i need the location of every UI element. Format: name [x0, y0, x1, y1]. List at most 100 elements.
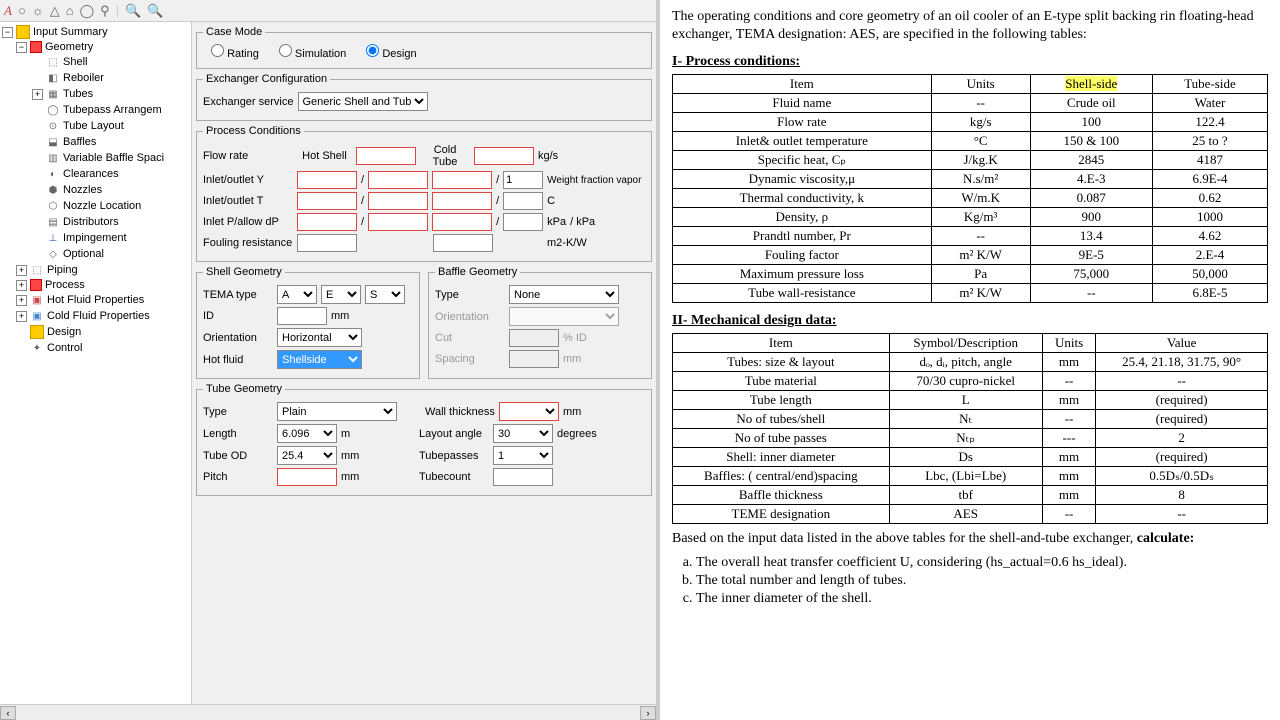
tema-s[interactable]: S	[365, 285, 405, 304]
fouling-1[interactable]	[297, 234, 357, 252]
tool-home-icon[interactable]: ⌂	[66, 3, 74, 18]
pitch-label: Pitch	[203, 471, 273, 483]
casemode-group: Case Mode Rating Simulation Design	[196, 26, 652, 69]
bcut-label: Cut	[435, 332, 505, 344]
inletT-4[interactable]	[503, 192, 543, 210]
rating-radio[interactable]: Rating	[211, 44, 259, 60]
inletP-1[interactable]	[297, 213, 357, 231]
tree-hotfluid[interactable]: +▣Hot Fluid Properties	[0, 292, 191, 308]
inletY-2[interactable]	[368, 171, 428, 189]
len-select[interactable]: 6.096	[277, 424, 337, 443]
tc-input[interactable]	[493, 468, 553, 486]
tree-layout[interactable]: ⊙Tube Layout	[0, 118, 191, 134]
exconfig-legend: Exchanger Configuration	[203, 73, 330, 85]
pitch-input[interactable]	[277, 468, 337, 486]
tubegeo-group: Tube Geometry Type Plain Wall thickness …	[196, 383, 652, 496]
tree-optional[interactable]: ◇Optional	[0, 246, 191, 262]
borient-label: Orientation	[435, 311, 505, 323]
mech-table: ItemSymbol/DescriptionUnitsValue Tubes: …	[672, 333, 1268, 524]
tree-distributors[interactable]: ▤Distributors	[0, 214, 191, 230]
casemode-legend: Case Mode	[203, 26, 265, 38]
inletP-4[interactable]	[503, 213, 543, 231]
ttype-select[interactable]: Plain	[277, 402, 397, 421]
od-select[interactable]: 25.4	[277, 446, 337, 465]
tree-baffles[interactable]: ⬓Baffles	[0, 134, 191, 150]
wall-select[interactable]	[499, 402, 559, 421]
tema-label: TEMA type	[203, 289, 273, 301]
id-input[interactable]	[277, 307, 327, 325]
tc-label: Tubecount	[419, 471, 489, 483]
tool-link-icon[interactable]: ⚲	[100, 3, 110, 19]
tree-nozzleloc[interactable]: ⬡Nozzle Location	[0, 198, 191, 214]
tree-control[interactable]: ✦Control	[0, 340, 191, 356]
inletP-3[interactable]	[432, 213, 492, 231]
inletT-2[interactable]	[368, 192, 428, 210]
tema-e[interactable]: E	[321, 285, 361, 304]
tubegeo-legend: Tube Geometry	[203, 383, 285, 395]
orient-select[interactable]: Horizontal	[277, 328, 362, 347]
tree-impingement[interactable]: ⊥Impingement	[0, 230, 191, 246]
intro-text: The operating conditions and core geomet…	[672, 8, 1268, 44]
inletT-label: Inlet/outlet T	[203, 195, 293, 207]
hotfluid-label: Hot fluid	[203, 354, 273, 366]
tree-tubepass[interactable]: ◯Tubepass Arrangem	[0, 102, 191, 118]
tree-tubes[interactable]: +▦Tubes	[0, 86, 191, 102]
inletY-4[interactable]	[503, 171, 543, 189]
inletY-1[interactable]	[297, 171, 357, 189]
form-panel: Case Mode Rating Simulation Design Excha…	[192, 22, 656, 704]
kpa2-unit: / kPa	[570, 216, 595, 228]
exconfig-group: Exchanger Configuration Exchanger servic…	[196, 73, 652, 121]
hotfluid-select[interactable]: Shellside	[277, 350, 362, 369]
tree-varbaffle[interactable]: ▥Variable Baffle Spaci	[0, 150, 191, 166]
tool-circ-icon[interactable]: ◯	[80, 3, 95, 19]
flowrate-hot-input[interactable]	[356, 147, 416, 165]
inletY-3[interactable]	[432, 171, 492, 189]
design-radio[interactable]: Design	[366, 44, 416, 60]
h-scrollbar[interactable]: ‹›	[0, 704, 656, 720]
tree-panel: −Input Summary −Geometry ⬚Shell ◧Reboile…	[0, 22, 192, 704]
tree-clearances[interactable]: ◐Clearances	[0, 166, 191, 182]
questions: The overall heat transfer coefficient U,…	[696, 555, 1268, 607]
inletP-label: Inlet P/allow dP	[203, 216, 293, 228]
tool-sun-icon[interactable]: ☼	[32, 3, 44, 18]
tree-coldfluid[interactable]: +▣Cold Fluid Properties	[0, 308, 191, 324]
tree-geometry[interactable]: −Geometry	[0, 40, 191, 54]
btype-label: Type	[435, 289, 505, 301]
tool-a-icon[interactable]: A	[4, 3, 12, 19]
shellgeo-group: Shell Geometry TEMA type A E S ID mm Ori…	[196, 266, 420, 379]
tp-select[interactable]: 1	[493, 446, 553, 465]
fouling-label: Fouling resistance	[203, 237, 293, 249]
h1: I- Process conditions	[672, 54, 795, 69]
id-label: ID	[203, 310, 273, 322]
process-table: ItemUnitsShell-sideTube-side Fluid name-…	[672, 74, 1268, 303]
tree-design[interactable]: Design	[0, 324, 191, 340]
inletY-label: Inlet/outlet Y	[203, 174, 293, 186]
service-select[interactable]: Generic Shell and Tube	[298, 92, 428, 111]
wall-label: Wall thickness	[425, 406, 495, 418]
tree-reboiler[interactable]: ◧Reboiler	[0, 70, 191, 86]
flowrate-label: Flow rate	[203, 150, 293, 162]
inletT-3[interactable]	[432, 192, 492, 210]
tree-shell[interactable]: ⬚Shell	[0, 54, 191, 70]
tool-zoomin-icon[interactable]: 🔍	[125, 3, 141, 19]
bafflegeo-group: Baffle Geometry Type None Orientation Cu…	[428, 266, 652, 379]
ang-select[interactable]: 30	[493, 424, 553, 443]
tree-piping[interactable]: +⬚Piping	[0, 262, 191, 278]
tree-nozzles[interactable]: ⬢Nozzles	[0, 182, 191, 198]
orient-label: Orientation	[203, 332, 273, 344]
fouling-2[interactable]	[433, 234, 493, 252]
tool-tri-icon[interactable]: △	[50, 3, 60, 19]
inletP-2[interactable]	[368, 213, 428, 231]
bafflegeo-legend: Baffle Geometry	[435, 266, 520, 278]
tema-a[interactable]: A	[277, 285, 317, 304]
inletT-1[interactable]	[297, 192, 357, 210]
tree-root[interactable]: −Input Summary	[0, 24, 191, 40]
service-label: Exchanger service	[203, 96, 294, 108]
wfv-label: Weight fraction vapor	[547, 175, 641, 186]
btype-select[interactable]: None	[509, 285, 619, 304]
simulation-radio[interactable]: Simulation	[279, 44, 346, 60]
tool-zoomout-icon[interactable]: 🔍	[147, 3, 163, 19]
tool-circle-icon[interactable]: ○	[18, 3, 26, 18]
tree-process[interactable]: +Process	[0, 278, 191, 292]
flowrate-cold-input[interactable]	[474, 147, 534, 165]
